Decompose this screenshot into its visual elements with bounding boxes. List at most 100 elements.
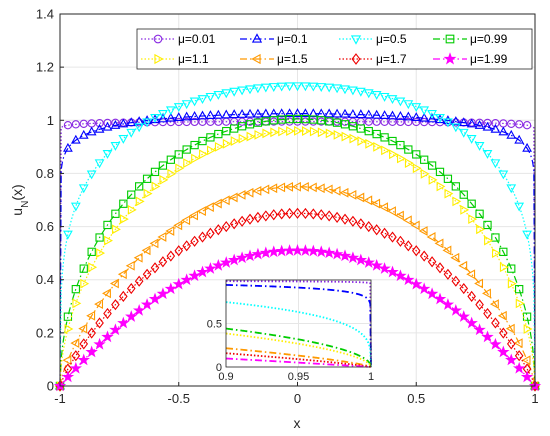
legend-entry: μ=0.01 — [141, 32, 216, 46]
data-point — [165, 112, 176, 122]
data-point — [78, 323, 88, 334]
data-point — [142, 118, 152, 128]
data-point — [118, 134, 129, 144]
data-point — [102, 149, 113, 159]
data-point — [95, 317, 104, 329]
data-point — [61, 370, 75, 383]
data-point — [442, 245, 452, 256]
data-point — [389, 149, 398, 160]
data-point — [449, 303, 463, 316]
data-point — [476, 224, 486, 235]
data-point — [404, 240, 413, 252]
data-point — [182, 240, 191, 252]
data-point — [117, 269, 127, 280]
data-point — [482, 288, 491, 299]
data-point — [354, 253, 368, 266]
y-tick-label: 0.2 — [36, 325, 54, 340]
data-point — [228, 192, 238, 203]
data-point — [450, 123, 461, 133]
data-point — [142, 115, 152, 124]
data-point — [410, 277, 423, 290]
data-point — [126, 282, 136, 295]
data-point — [86, 170, 97, 180]
data-point — [372, 129, 381, 139]
data-point — [445, 34, 455, 44]
data-point — [317, 127, 327, 138]
data-point — [474, 119, 485, 129]
data-point — [403, 100, 414, 110]
data-point — [140, 298, 154, 310]
data-point — [371, 109, 382, 119]
data-point — [308, 108, 319, 118]
data-point — [507, 264, 516, 273]
data-point — [78, 184, 89, 194]
data-point — [444, 188, 454, 199]
data-point — [435, 262, 445, 274]
series-4 — [55, 114, 540, 391]
data-point — [465, 316, 478, 329]
data-point — [323, 184, 333, 195]
data-point — [261, 210, 271, 222]
data-point — [427, 113, 437, 123]
data-point — [259, 246, 273, 259]
data-point — [165, 226, 175, 236]
data-point — [94, 159, 105, 169]
grid-lines — [59, 13, 536, 387]
data-point — [402, 215, 412, 226]
data-point — [394, 210, 404, 221]
data-point — [474, 141, 485, 151]
data-point — [253, 118, 263, 127]
data-point — [458, 117, 469, 127]
data-point — [332, 118, 342, 127]
data-point — [483, 307, 492, 320]
axis-ticks: -1 -0.5 0 0.5 1 0 0.2 0.4 0.6 0.8 1 1.2 1.4 — [36, 7, 539, 407]
data-point — [93, 337, 106, 350]
data-point — [341, 131, 351, 142]
data-point — [220, 195, 230, 206]
series-line — [59, 186, 536, 387]
data-point — [181, 215, 191, 226]
data-point — [204, 262, 217, 274]
data-point — [70, 338, 80, 349]
data-point — [222, 138, 232, 149]
data-point — [173, 220, 183, 231]
data-point — [142, 268, 152, 280]
data-point — [126, 117, 137, 127]
data-point — [481, 330, 494, 343]
data-point — [515, 298, 525, 309]
data-point — [340, 120, 350, 129]
data-point — [127, 190, 136, 199]
data-point — [253, 211, 263, 223]
y-tick-label: 1 — [47, 113, 54, 128]
data-point — [301, 207, 310, 220]
data-point — [181, 111, 192, 121]
data-point — [230, 136, 240, 146]
data-point — [284, 108, 295, 118]
data-point — [95, 233, 104, 242]
data-point — [347, 190, 357, 200]
data-point — [214, 129, 223, 139]
data-point — [189, 110, 200, 120]
data-point — [396, 235, 405, 247]
series-line — [59, 113, 536, 387]
data-point — [309, 115, 318, 124]
data-point — [434, 238, 444, 249]
data-point — [458, 128, 469, 138]
data-point — [230, 124, 239, 133]
data-point — [118, 118, 129, 128]
data-point — [355, 109, 366, 119]
legend-label: μ=1.5 — [277, 52, 308, 66]
data-point — [451, 182, 460, 191]
data-point — [148, 292, 162, 305]
data-point — [276, 182, 286, 193]
data-point — [188, 269, 201, 282]
inset-series-line — [225, 332, 372, 368]
y-tick-label: 0.4 — [36, 272, 54, 287]
data-point — [316, 83, 327, 92]
data-point — [474, 278, 484, 289]
inset-series-line — [225, 357, 372, 368]
data-point — [315, 183, 325, 194]
data-point — [132, 303, 146, 316]
data-point — [71, 350, 81, 362]
data-point — [276, 108, 287, 118]
